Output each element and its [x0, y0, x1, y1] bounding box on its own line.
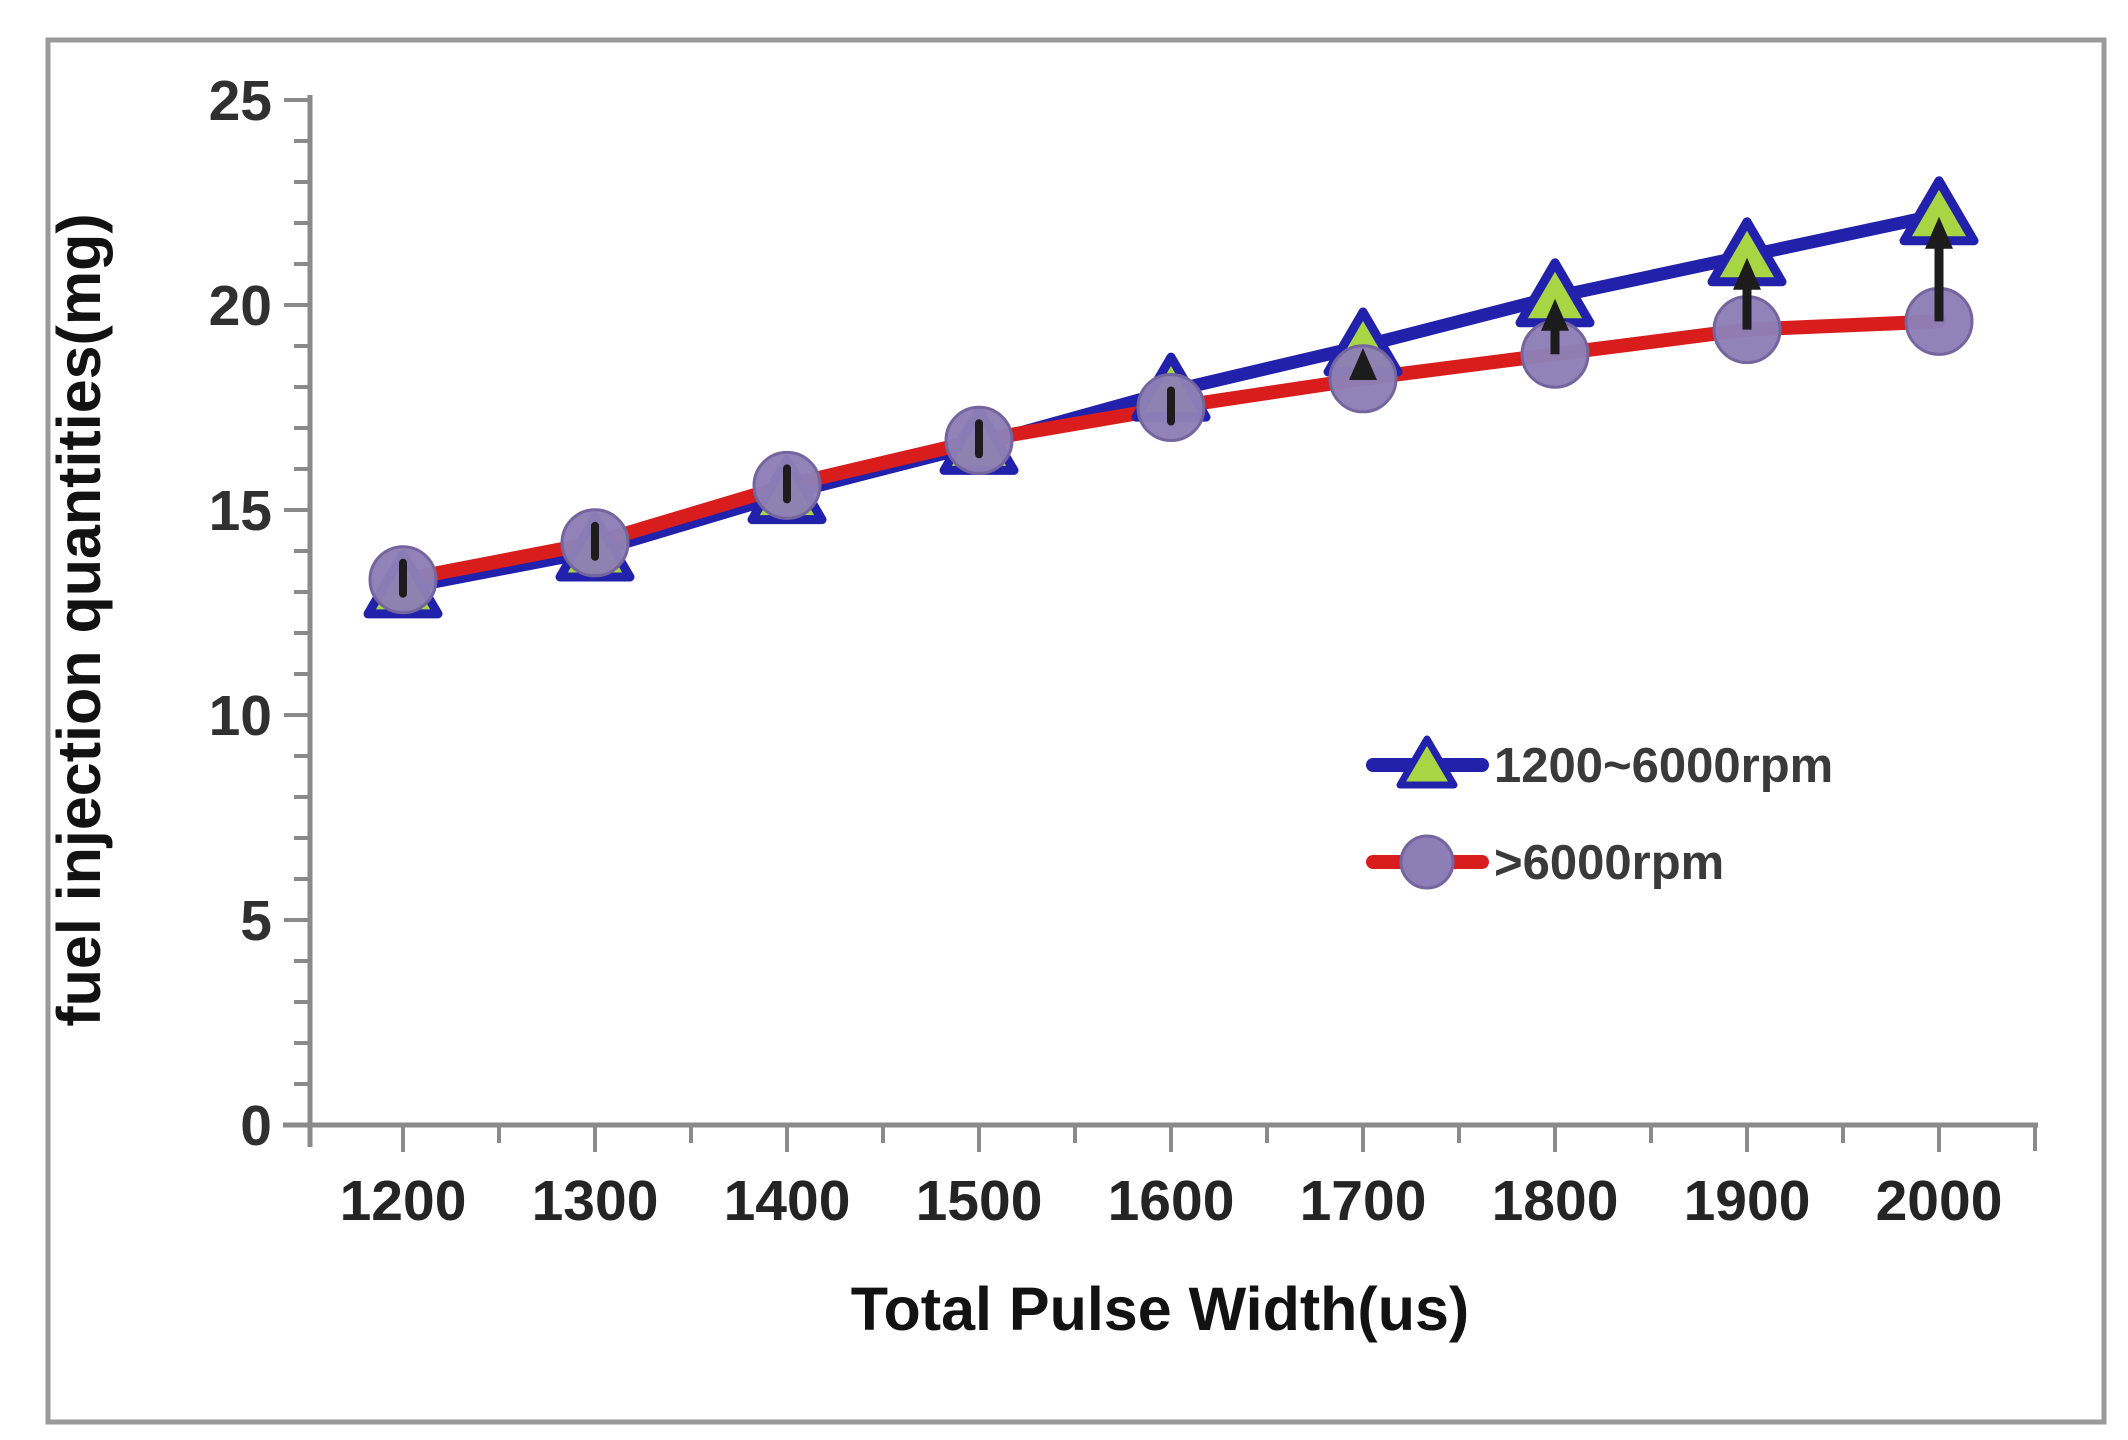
gap-arrow-head — [1925, 216, 1953, 249]
x-axis-title: Total Pulse Width(us) — [851, 1275, 1469, 1343]
y-tick-label: 15 — [209, 479, 272, 543]
y-tick-label: 10 — [209, 684, 272, 748]
x-tick-label: 1800 — [1492, 1169, 1619, 1233]
legend-circle-marker — [1399, 834, 1455, 890]
x-tick-label: 1300 — [532, 1169, 659, 1233]
legend-label-1200-6000rpm: 1200~6000rpm — [1494, 739, 1833, 793]
x-tick-label: 2000 — [1876, 1169, 2003, 1233]
x-tick-label: 1500 — [916, 1169, 1043, 1233]
x-tick-label: 1900 — [1684, 1169, 1811, 1233]
y-tick-label: 25 — [209, 69, 272, 133]
legend: 1200~6000rpm >6000rpm — [1366, 735, 1833, 890]
x-tick-label: 1400 — [724, 1169, 851, 1233]
y-axis-title: fuel injection quantities(mg) — [45, 213, 113, 1026]
x-tick-label: 1200 — [340, 1169, 467, 1233]
y-tick-label: 0 — [240, 1094, 272, 1158]
x-tick-label: 1600 — [1108, 1169, 1235, 1233]
gap-arrow-head — [1349, 348, 1377, 380]
legend-triangle-marker — [1396, 735, 1458, 789]
x-tick-label: 1700 — [1300, 1169, 1427, 1233]
gap-arrow-head — [1541, 298, 1569, 331]
gap-arrow-head — [1733, 257, 1761, 290]
y-tick-label: 20 — [209, 274, 272, 338]
y-tick-label: 5 — [240, 889, 272, 953]
legend-label-over-6000rpm: >6000rpm — [1494, 836, 1724, 890]
